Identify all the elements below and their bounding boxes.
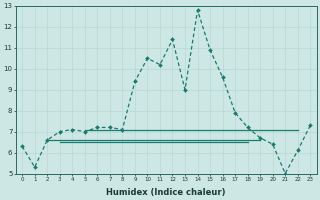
X-axis label: Humidex (Indice chaleur): Humidex (Indice chaleur) bbox=[107, 188, 226, 197]
